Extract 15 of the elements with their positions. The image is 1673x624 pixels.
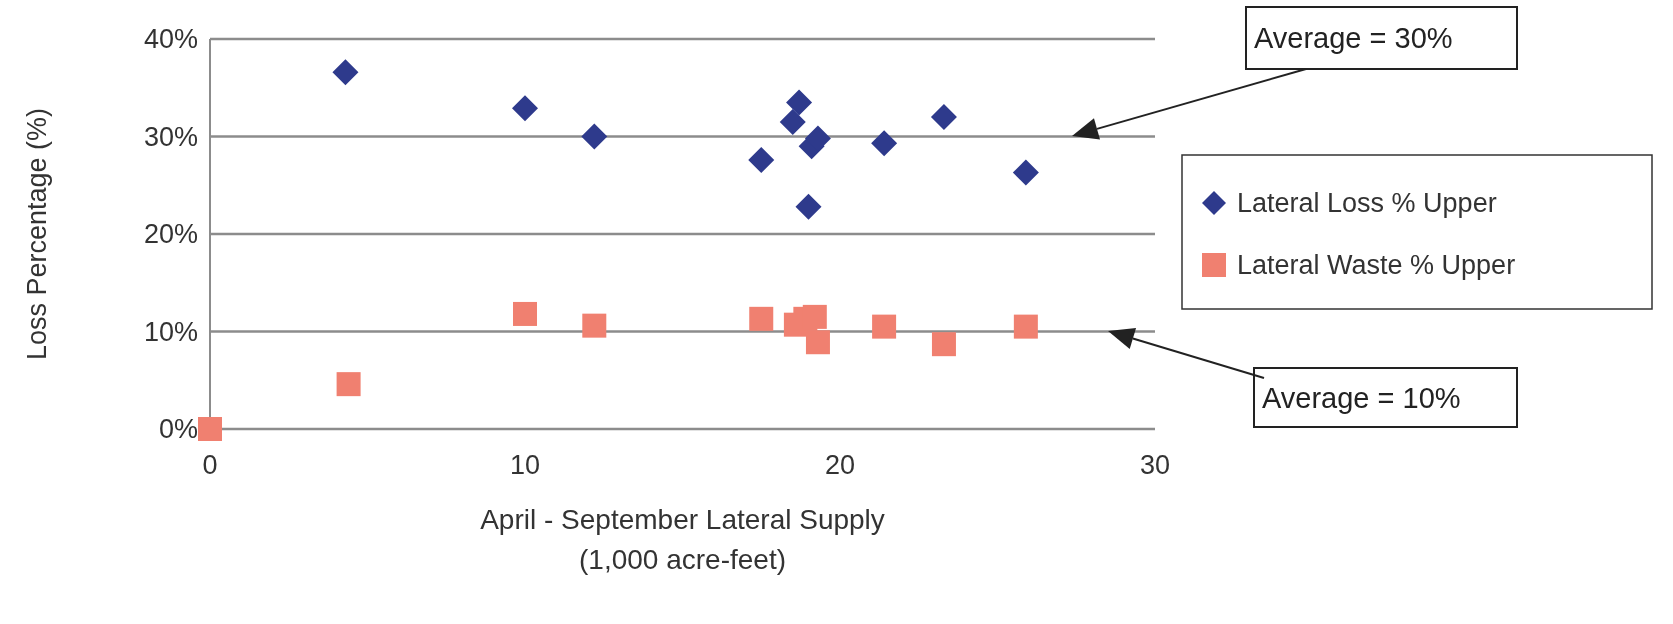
y-tick-label: 30% — [143, 121, 198, 152]
y-tick-label: 10% — [143, 316, 198, 347]
x-tick-label: 0 — [202, 450, 218, 480]
x-tick-label: 20 — [824, 450, 856, 480]
legend-label: Lateral Waste % Upper — [1237, 250, 1516, 281]
x-axis-title: April - September Lateral Supply (1,000 acre-feet) — [480, 504, 885, 575]
legend-label: Lateral Loss % Upper — [1237, 188, 1497, 219]
y-axis-title: Loss Percentage (%) — [22, 107, 52, 361]
text: Average = 30% — [1254, 22, 1453, 55]
y-tick-label: 0% — [158, 414, 198, 445]
x-tick-label: 10 — [509, 450, 541, 480]
y-tick-label: 20% — [143, 219, 198, 250]
x-tick-label: 30 — [1139, 450, 1171, 480]
y-tick-label: 40% — [143, 24, 198, 55]
text: Average = 10% — [1262, 381, 1461, 414]
